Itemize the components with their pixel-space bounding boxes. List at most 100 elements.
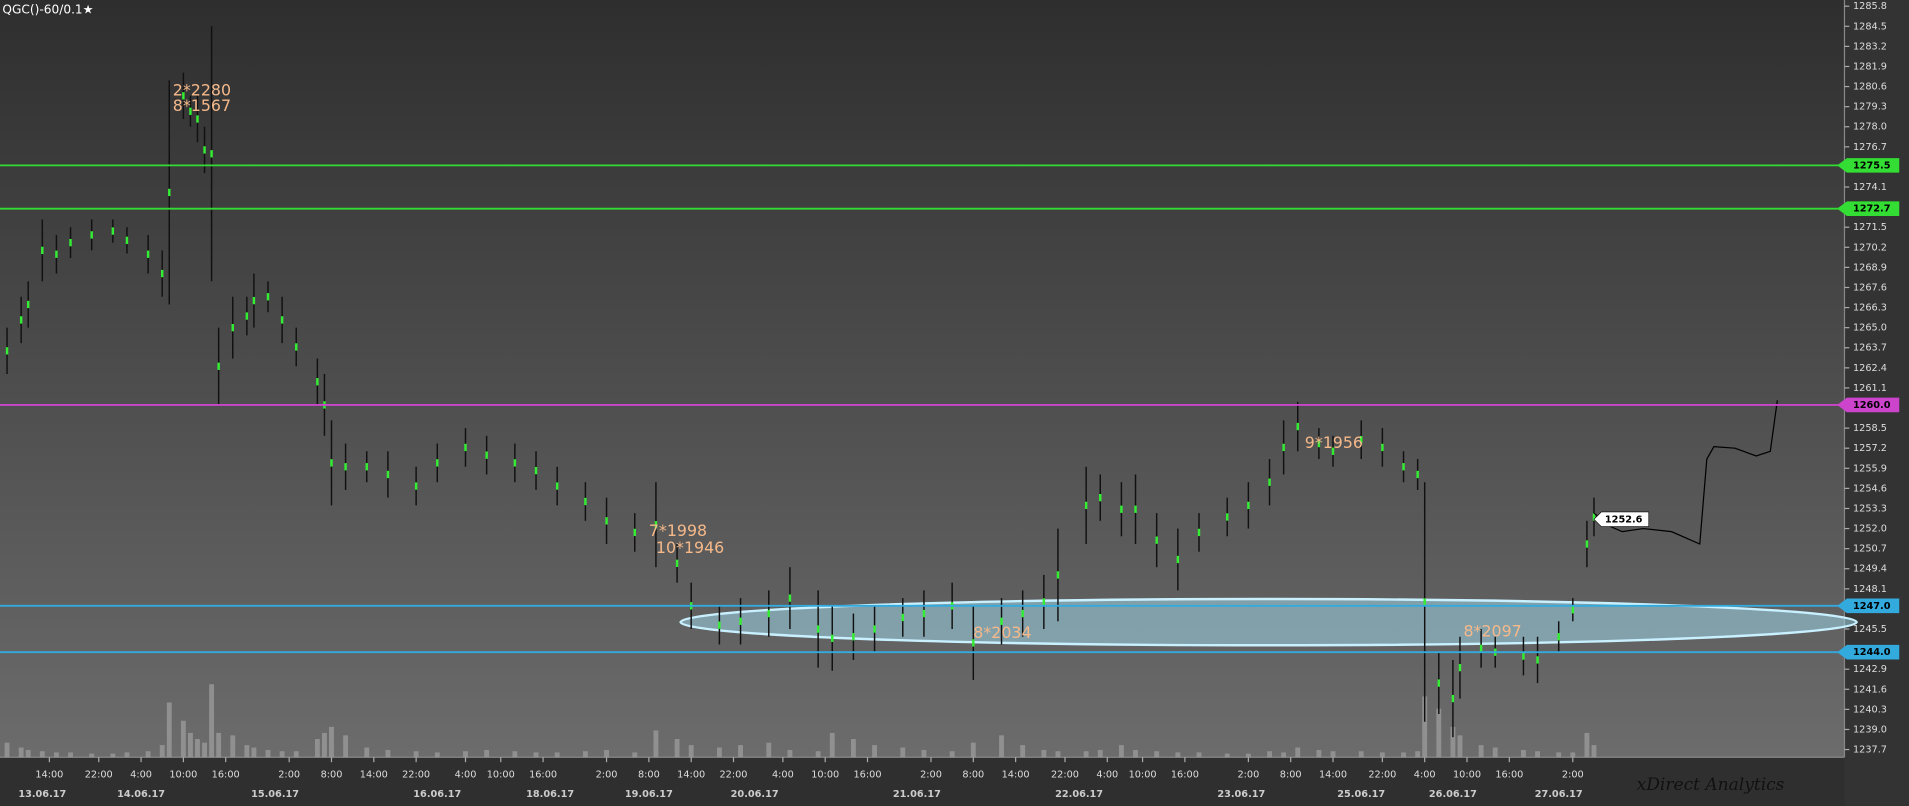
annotation: 7*1998 bbox=[649, 521, 707, 540]
volume-bar bbox=[1422, 696, 1428, 758]
volume-bar bbox=[970, 742, 976, 758]
volume-bar bbox=[1535, 751, 1540, 758]
volume-bar bbox=[1492, 747, 1498, 758]
zone-highlight bbox=[679, 597, 1858, 647]
brand: xDirect Analytics bbox=[1637, 775, 1785, 795]
price-bar-accent bbox=[1021, 609, 1024, 618]
volume-bar bbox=[293, 751, 299, 758]
y-tick-label: 1279.3 bbox=[1853, 102, 1887, 113]
price-bar-accent bbox=[788, 594, 792, 602]
price-bar-accent bbox=[485, 451, 488, 459]
price-bar-accent bbox=[344, 463, 347, 471]
last-price-label: 1252.6 bbox=[1605, 514, 1643, 525]
volume-bar bbox=[716, 747, 722, 758]
annotation: 8*2034 bbox=[973, 623, 1031, 642]
y-tick-label: 1267.6 bbox=[1853, 282, 1887, 293]
level-tag bbox=[1837, 201, 1900, 216]
price-bar-accent bbox=[633, 528, 636, 537]
y-tick-label: 1283.2 bbox=[1853, 41, 1887, 52]
price-bar-accent bbox=[1381, 443, 1384, 452]
volume-bar bbox=[632, 752, 638, 758]
price-bar-accent bbox=[513, 459, 517, 467]
x-tick-label: 2:00 bbox=[1237, 769, 1259, 780]
x-tick-label: 8:00 bbox=[321, 769, 343, 780]
y-tick-label: 1278.0 bbox=[1853, 122, 1887, 133]
price-bar-accent bbox=[1360, 436, 1363, 444]
volume-bar bbox=[512, 751, 518, 758]
volume-bar bbox=[653, 730, 659, 758]
price-bar-accent bbox=[584, 497, 587, 506]
price-bar-accent bbox=[852, 633, 855, 641]
x-tick-label: 10:00 bbox=[1129, 769, 1157, 780]
price-bar-accent bbox=[266, 293, 270, 301]
volume-bar bbox=[329, 726, 334, 758]
volume-bar bbox=[815, 751, 821, 758]
y-tick-label: 1281.9 bbox=[1853, 61, 1887, 72]
volume-bar bbox=[463, 751, 468, 758]
price-bar-accent bbox=[182, 92, 185, 100]
price-bar-accent bbox=[414, 482, 418, 490]
level-label: 1244.0 bbox=[1853, 647, 1891, 658]
volume-bar bbox=[216, 732, 222, 758]
y-tick-label: 1257.2 bbox=[1853, 443, 1887, 454]
price-bar-accent bbox=[125, 236, 129, 244]
x-tick-label: 2:00 bbox=[1562, 769, 1584, 780]
volume-bar bbox=[1154, 751, 1160, 758]
y-tick-label: 1245.5 bbox=[1853, 624, 1887, 635]
volume-bar bbox=[1591, 745, 1597, 758]
volume-bar bbox=[251, 747, 257, 758]
y-tick-label: 1285.8 bbox=[1853, 1, 1887, 12]
volume-bar bbox=[1415, 751, 1421, 758]
level-label: 1275.5 bbox=[1853, 160, 1891, 171]
y-tick-label: 1258.5 bbox=[1853, 423, 1887, 434]
price-bar-accent bbox=[196, 115, 199, 123]
price-bar-accent bbox=[245, 312, 249, 320]
annotation: 8*2097 bbox=[1463, 622, 1521, 641]
price-bar-accent bbox=[168, 188, 171, 197]
price-bar-accent bbox=[19, 316, 23, 324]
instrument-title[interactable]: QGC()-60/0.1★ bbox=[2, 2, 93, 16]
volume-bar bbox=[4, 742, 10, 758]
volume-bar bbox=[1379, 752, 1385, 758]
y-tick-label: 1280.6 bbox=[1853, 82, 1887, 93]
price-bar-accent bbox=[111, 227, 115, 235]
x-tick-label: 16:00 bbox=[854, 769, 882, 780]
y-tick-label: 1242.9 bbox=[1853, 664, 1887, 675]
y-tick-label: 1268.9 bbox=[1853, 262, 1887, 273]
volume-bar bbox=[1020, 745, 1026, 758]
x-tick-label: 4:00 bbox=[1096, 769, 1118, 780]
price-bar-accent bbox=[534, 466, 538, 475]
date-label: 13.06.17 bbox=[18, 789, 66, 800]
volume-bar bbox=[900, 747, 906, 758]
level-tag bbox=[1837, 598, 1900, 614]
date-label: 15.06.17 bbox=[251, 789, 299, 800]
price-bar-accent bbox=[1056, 571, 1060, 579]
price-bar-accent bbox=[1042, 598, 1046, 606]
level-tag bbox=[1837, 397, 1900, 413]
price-bar-accent bbox=[330, 459, 333, 467]
price-bar-accent bbox=[217, 362, 220, 370]
y-tick-label: 1276.7 bbox=[1853, 142, 1887, 153]
price-bar-accent bbox=[654, 521, 658, 529]
x-tick-label: 22:00 bbox=[402, 769, 430, 780]
date-label: 26.06.17 bbox=[1429, 789, 1477, 800]
x-tick-label: 2:00 bbox=[278, 769, 300, 780]
volume-bar bbox=[39, 751, 45, 758]
price-bar-accent bbox=[1282, 443, 1285, 452]
price-bar-accent bbox=[1197, 528, 1201, 537]
volume-bar bbox=[582, 751, 588, 758]
x-tick-label: 14:00 bbox=[35, 769, 63, 780]
volume-bar bbox=[18, 747, 24, 758]
price-bar-accent bbox=[1585, 540, 1589, 548]
date-label: 23.06.17 bbox=[1217, 789, 1265, 800]
x-tick-label: 14:00 bbox=[677, 769, 705, 780]
plot-background bbox=[0, 0, 1845, 758]
price-bar-accent bbox=[231, 323, 234, 332]
volume-bar bbox=[230, 735, 236, 758]
volume-bar bbox=[533, 752, 539, 758]
price-bar-accent bbox=[1099, 493, 1102, 502]
x-tick-label: 4:00 bbox=[772, 769, 794, 780]
date-label: 20.06.17 bbox=[731, 789, 779, 800]
x-tick-label: 8:00 bbox=[1280, 769, 1302, 780]
price-bar-accent bbox=[189, 107, 192, 115]
